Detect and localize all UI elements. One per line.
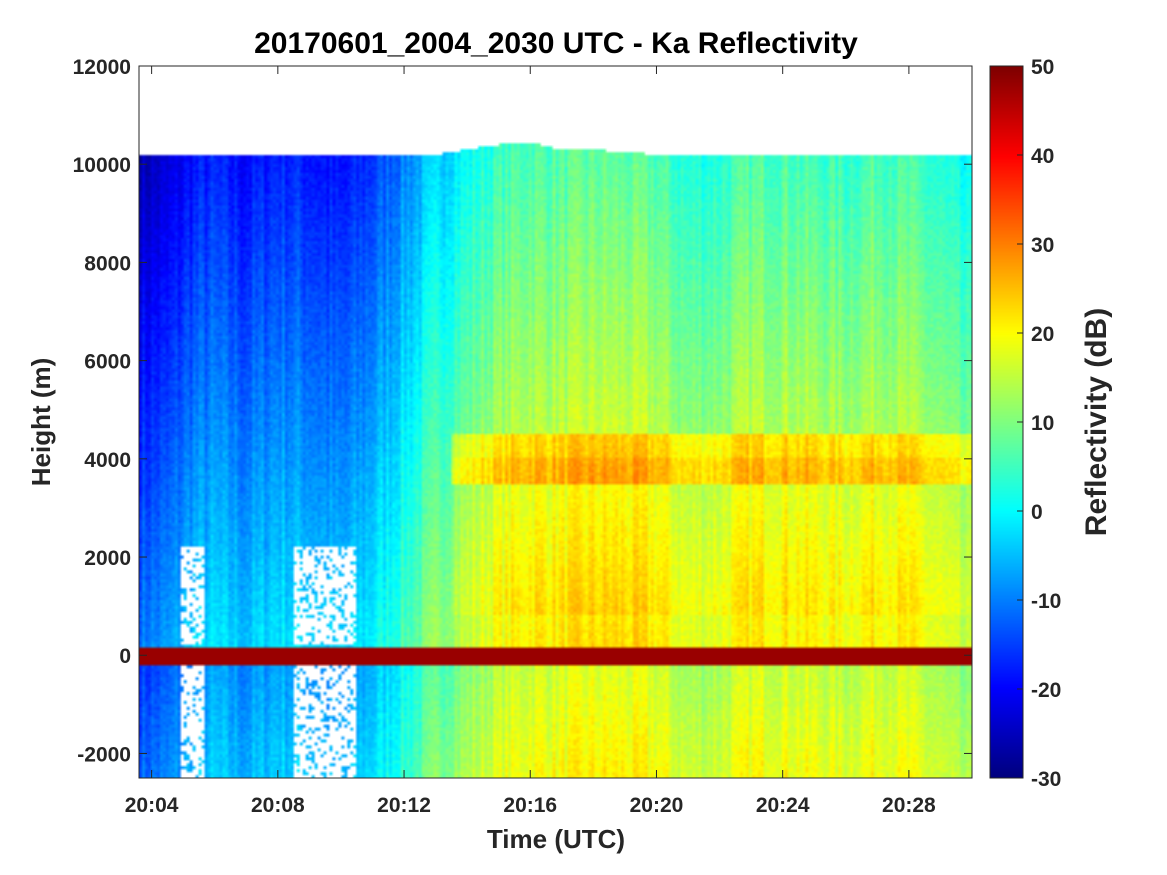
y-tick-label: 10000 xyxy=(73,154,131,177)
x-tick-label: 20:20 xyxy=(630,794,684,817)
colorbar-tick-label: 10 xyxy=(1031,412,1054,435)
x-tick-label: 20:24 xyxy=(756,794,810,817)
colorbar-tick-label: -30 xyxy=(1031,768,1061,791)
x-tick-label: 20:12 xyxy=(377,794,431,817)
y-tick-label: 12000 xyxy=(73,56,131,79)
colorbar-tick-label: -20 xyxy=(1031,679,1061,702)
y-tick-label: 6000 xyxy=(84,351,131,374)
x-tick-label: 20:28 xyxy=(882,794,936,817)
colorbar-tick-label: 40 xyxy=(1031,145,1054,168)
colorbar-ticks: -30 -20 -10 0 10 20 30 40 50 xyxy=(1017,56,1061,791)
colorbar-tick-label: 20 xyxy=(1031,323,1054,346)
chart-title: 20170601_2004_2030 UTC - Ka Reflectivity xyxy=(254,27,858,60)
x-tick-label: 20:08 xyxy=(251,794,305,817)
y-tick-label: -2000 xyxy=(77,743,131,766)
reflectivity-heatmap xyxy=(139,66,972,778)
x-axis-label: Time (UTC) xyxy=(487,824,625,854)
colorbar-tick-label: -10 xyxy=(1031,590,1061,613)
y-tick-label: 2000 xyxy=(84,547,131,570)
y-tick-label: 0 xyxy=(119,645,131,668)
colorbar-tick-label: 30 xyxy=(1031,234,1054,257)
y-tick-label: 8000 xyxy=(84,252,131,275)
y-tick-label: 4000 xyxy=(84,449,131,472)
y-axis-label: Height (m) xyxy=(26,358,56,487)
colorbar-label: Reflectivity (dB) xyxy=(1080,308,1113,536)
x-tick-label: 20:16 xyxy=(503,794,557,817)
y-axis-ticks: -2000 0 2000 4000 6000 8000 10000 12000 xyxy=(73,56,972,766)
plot-area-frame xyxy=(138,65,973,779)
colorbar-tick-label: 50 xyxy=(1031,56,1054,79)
colorbar-tick-label: 0 xyxy=(1031,501,1043,524)
x-axis-ticks: 20:04 20:08 20:12 20:16 20:20 20:24 20:28 xyxy=(125,66,936,817)
x-tick-label: 20:04 xyxy=(125,794,179,817)
